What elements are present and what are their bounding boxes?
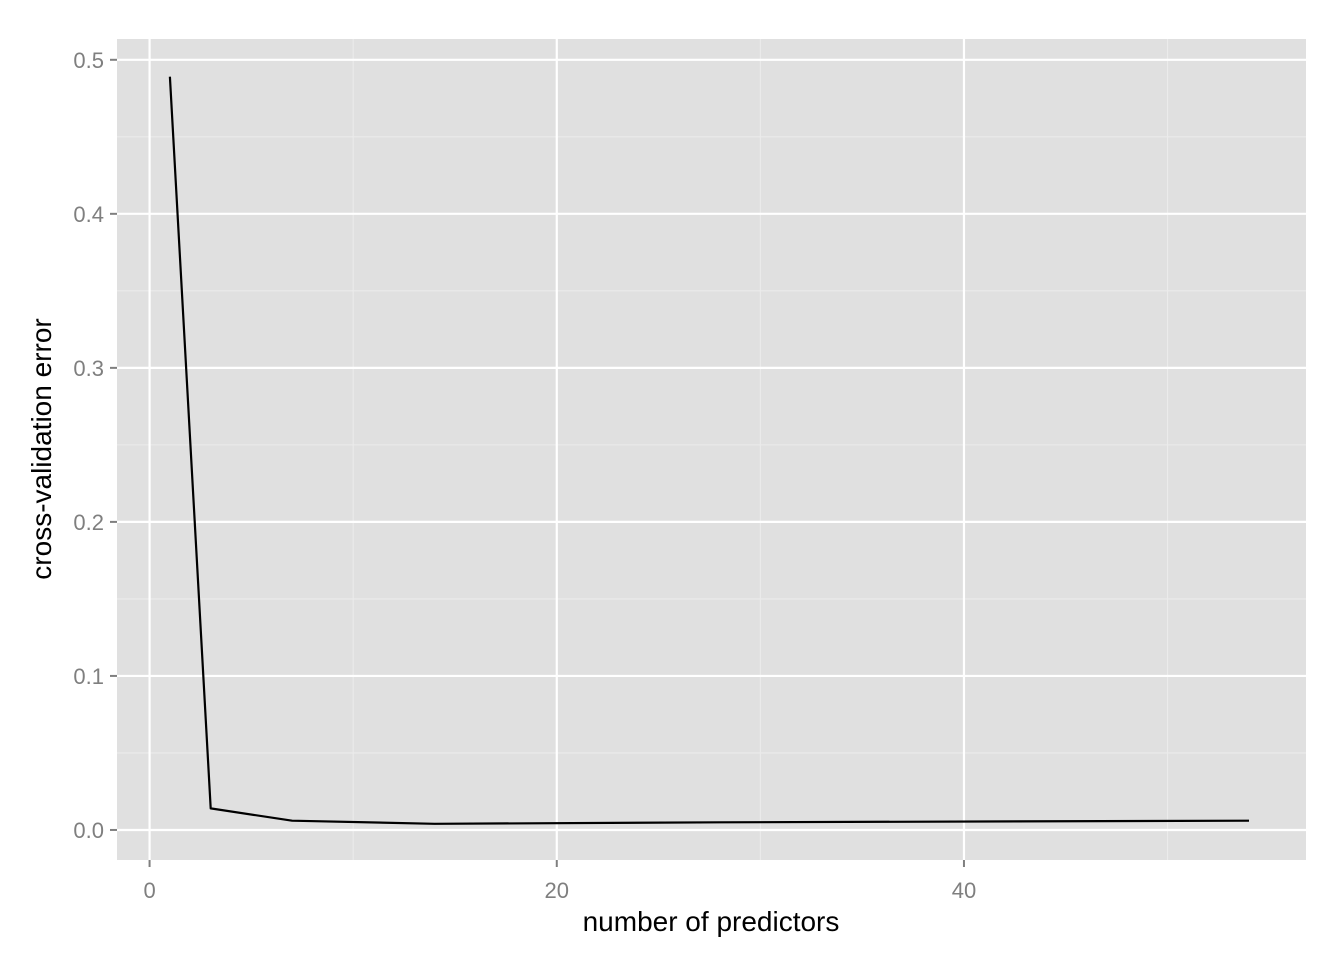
y-tick-label: 0.3 [73,356,104,381]
series-layer [168,76,1250,825]
x-axis-title: number of predictors [583,906,840,937]
major-grid [117,39,1306,860]
x-tick-label: 0 [143,878,155,903]
axis-ticks [110,58,965,867]
axis-tick-labels: 0 20 40 0.0 0.1 0.2 0.3 0.4 0.5 [73,48,976,903]
y-tick-label: 0.5 [73,48,104,73]
minor-grid [117,39,1306,860]
y-tick-label: 0.4 [73,202,104,227]
plot-panel [117,39,1306,860]
y-axis-title: cross-validation error [26,318,57,579]
x-tick-label: 20 [545,878,569,903]
series-line [168,76,1250,825]
x-tick-label: 40 [952,878,976,903]
y-tick-label: 0.1 [73,664,104,689]
y-tick-label: 0.0 [73,818,104,843]
y-tick-label: 0.2 [73,510,104,535]
